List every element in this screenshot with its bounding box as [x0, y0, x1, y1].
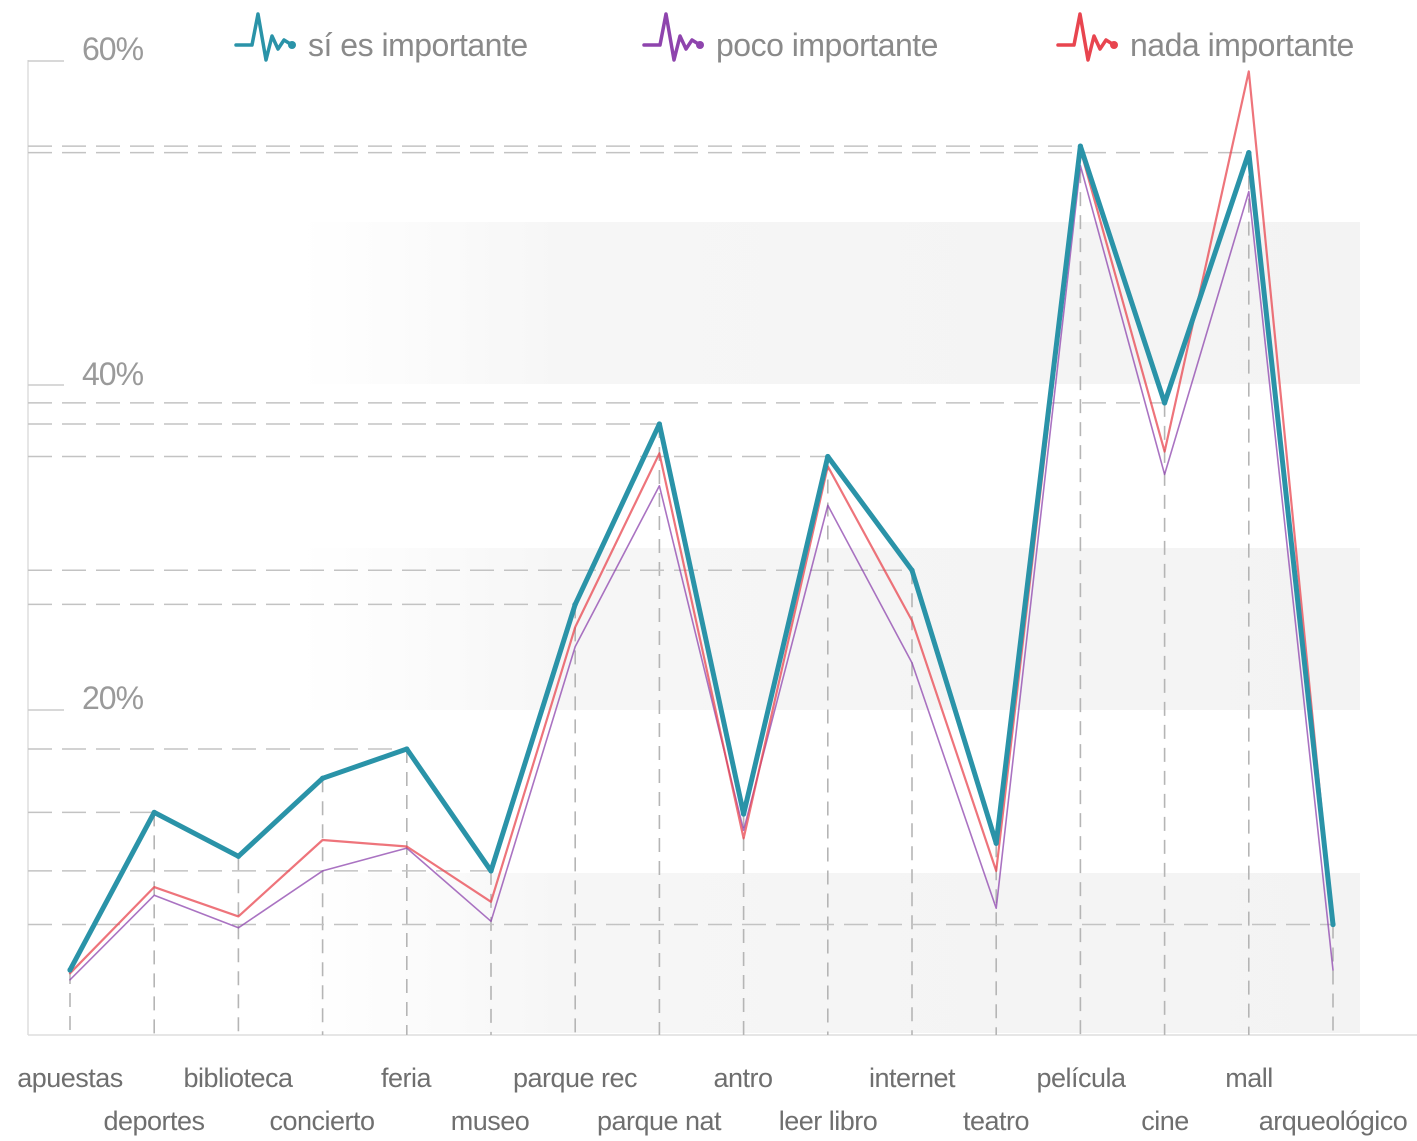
series-line-1 — [69, 164, 1334, 981]
legend-label: poco importante — [716, 27, 938, 63]
x-tick-label: película — [1036, 1063, 1127, 1093]
data-series — [67, 70, 1336, 981]
x-tick-label: antro — [713, 1063, 772, 1093]
pulse-icon-dot — [288, 41, 296, 49]
x-tick-label: feria — [381, 1063, 433, 1093]
pulse-icon — [234, 12, 294, 62]
legend-item-nada-importante: nada importante — [1056, 12, 1354, 63]
x-tick-label: teatro — [963, 1106, 1029, 1136]
data-point — [235, 853, 241, 859]
data-point — [572, 601, 578, 607]
data-point — [909, 567, 915, 573]
background-bands — [300, 222, 1360, 1033]
pulse-icon — [1056, 12, 1116, 62]
series-line-2 — [68, 70, 1335, 975]
legend-label: sí es importante — [308, 27, 528, 63]
data-point — [825, 453, 831, 460]
data-point — [656, 421, 663, 427]
background-band — [300, 222, 1360, 384]
data-point — [741, 811, 747, 817]
y-tick-label: 20% — [82, 680, 144, 716]
legend-label: nada importante — [1130, 27, 1354, 63]
x-tick-label: apuestas — [17, 1063, 123, 1093]
legend-item-poco-importante: poco importante — [642, 12, 938, 63]
data-point — [1162, 400, 1168, 406]
data-point — [1077, 143, 1083, 149]
x-tick-label: museo — [451, 1106, 530, 1136]
pulse-icon — [642, 12, 702, 62]
x-tick-label: deportes — [103, 1106, 204, 1136]
data-point — [488, 868, 494, 874]
x-tick-label: biblioteca — [183, 1063, 294, 1093]
x-tick-label: leer libro — [779, 1106, 878, 1136]
data-point — [67, 967, 73, 973]
data-point — [320, 775, 326, 781]
x-tick-label: concierto — [269, 1106, 374, 1136]
data-point — [1330, 921, 1336, 928]
data-point — [1246, 150, 1252, 156]
x-tick-label: cine — [1141, 1106, 1189, 1136]
x-tick-label: arqueológico — [1259, 1106, 1408, 1136]
pulse-icon-dot — [696, 41, 704, 49]
background-band — [300, 873, 1360, 1033]
y-tick-label: 60% — [82, 31, 144, 67]
x-tick-label: internet — [869, 1063, 956, 1093]
legend: sí es importante poco importante nada im… — [234, 12, 1354, 63]
background-band — [300, 548, 1360, 710]
x-tick-label: parque rec — [513, 1063, 637, 1093]
pulse-icon-dot — [1110, 41, 1118, 49]
guide-lines — [28, 145, 1334, 1035]
y-ticks: 60% 40% 20% — [28, 31, 145, 716]
x-tick-label: parque nat — [597, 1106, 722, 1136]
legend-item-si-es-importante: sí es importante — [234, 12, 528, 63]
y-tick-label: 40% — [82, 356, 144, 392]
data-point — [151, 809, 157, 815]
series-line-0 — [67, 143, 1336, 973]
x-tick-labels: apuestas deportes biblioteca concierto f… — [17, 1063, 1408, 1136]
data-point — [993, 840, 999, 846]
x-tick-label: mall — [1225, 1063, 1273, 1093]
data-point — [404, 746, 410, 752]
